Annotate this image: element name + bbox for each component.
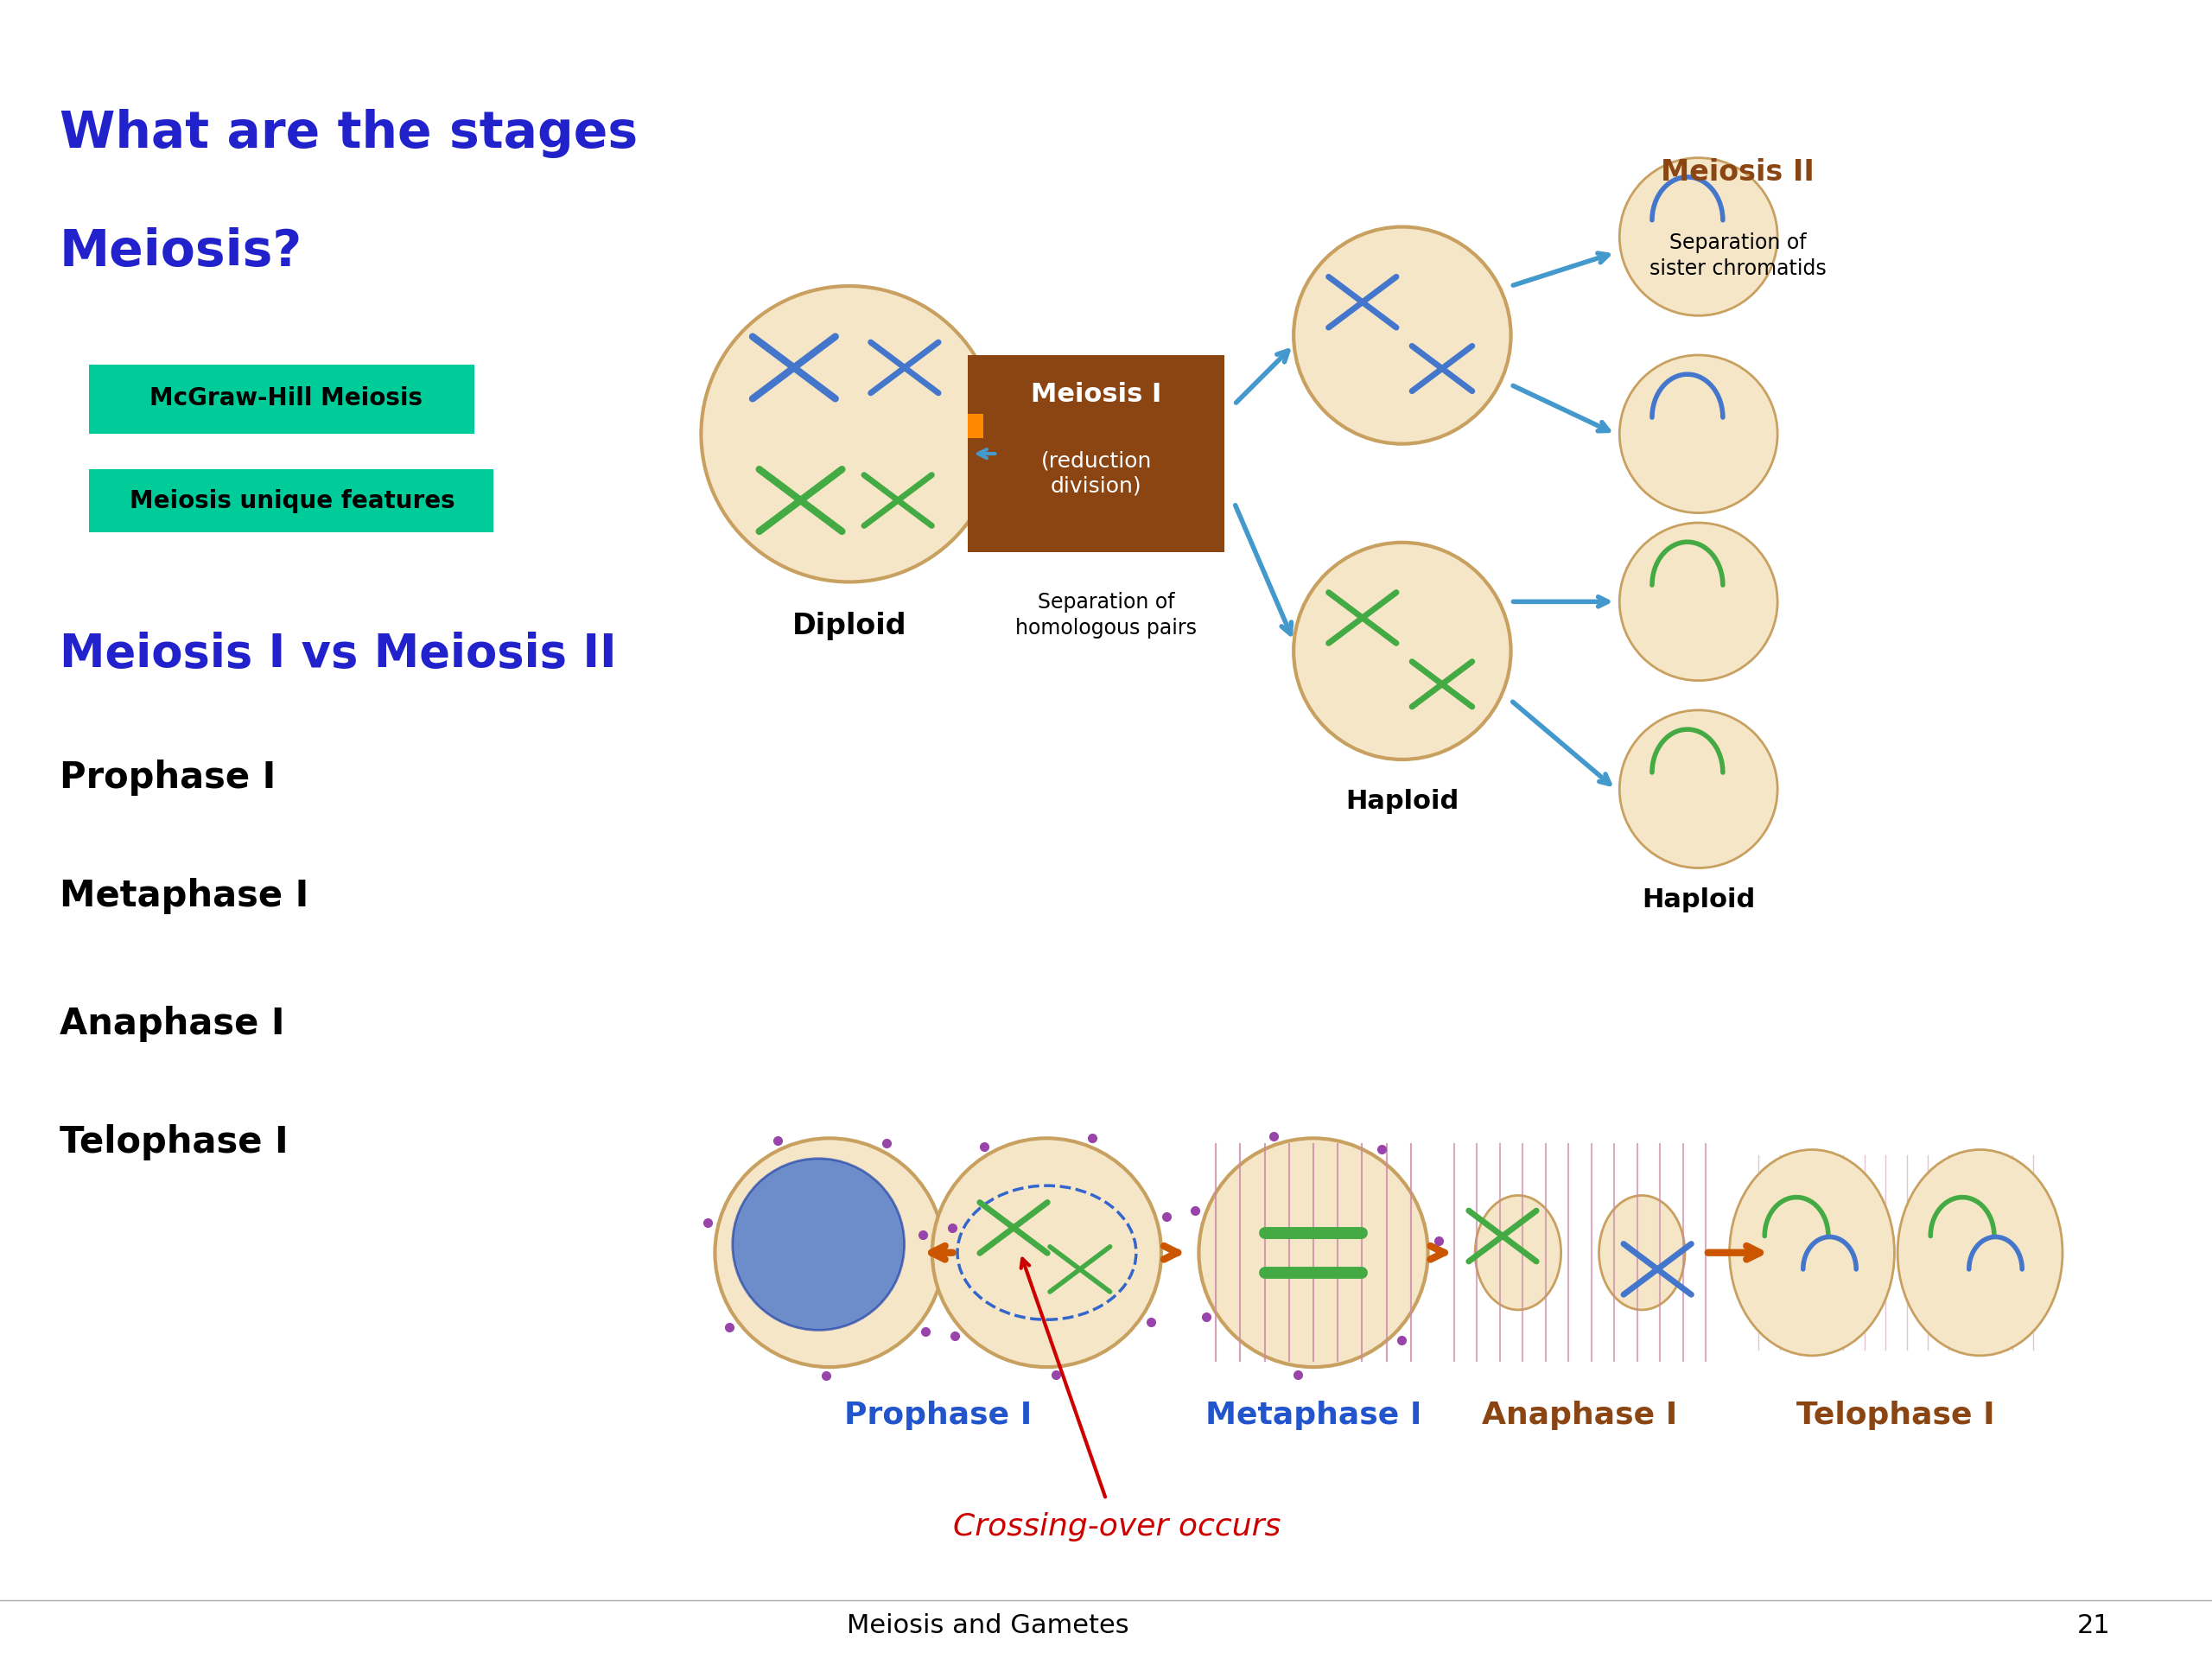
Text: Meiosis?: Meiosis? [60, 227, 303, 275]
Ellipse shape [1619, 710, 1778, 868]
Text: Diploid: Diploid [792, 612, 907, 640]
Text: Metaphase I: Metaphase I [1206, 1400, 1422, 1430]
Text: Crossing-over occurs: Crossing-over occurs [953, 1513, 1281, 1541]
FancyBboxPatch shape [969, 415, 984, 438]
Text: Metaphase I: Metaphase I [60, 878, 307, 914]
Text: 21: 21 [2077, 1614, 2110, 1639]
Text: Haploid: Haploid [1345, 790, 1460, 815]
FancyBboxPatch shape [88, 469, 493, 533]
Ellipse shape [1475, 1196, 1562, 1311]
Text: Prophase I: Prophase I [845, 1400, 1033, 1430]
Ellipse shape [1599, 1196, 1686, 1311]
Text: Separation of
sister chromatids: Separation of sister chromatids [1650, 232, 1827, 279]
Ellipse shape [931, 1138, 1161, 1367]
Text: Prophase I: Prophase I [60, 760, 276, 796]
Ellipse shape [1199, 1138, 1429, 1367]
Ellipse shape [1294, 542, 1511, 760]
Text: Meiosis II: Meiosis II [1661, 158, 1814, 186]
Ellipse shape [701, 285, 998, 582]
Ellipse shape [1898, 1150, 2062, 1355]
Text: Separation of
homologous pairs: Separation of homologous pairs [1015, 592, 1197, 639]
Ellipse shape [1619, 158, 1778, 315]
Text: (reduction
division): (reduction division) [1040, 450, 1152, 496]
Text: Telophase I: Telophase I [60, 1125, 288, 1161]
Ellipse shape [1619, 355, 1778, 513]
Text: Anaphase I: Anaphase I [60, 1005, 285, 1042]
FancyBboxPatch shape [969, 355, 1225, 552]
Ellipse shape [1294, 227, 1511, 445]
Text: Meiosis and Gametes: Meiosis and Gametes [847, 1614, 1128, 1639]
Ellipse shape [1730, 1150, 1893, 1355]
Text: Haploid: Haploid [1641, 888, 1754, 912]
Text: McGraw-Hill Meiosis: McGraw-Hill Meiosis [150, 387, 422, 410]
Ellipse shape [714, 1138, 945, 1367]
FancyBboxPatch shape [88, 365, 473, 435]
Text: Anaphase I: Anaphase I [1482, 1400, 1677, 1430]
Text: What are the stages: What are the stages [60, 108, 637, 158]
Text: Meiosis unique features: Meiosis unique features [131, 489, 456, 513]
Text: Meiosis I: Meiosis I [1031, 382, 1161, 406]
Text: Meiosis I vs Meiosis II: Meiosis I vs Meiosis II [60, 630, 617, 677]
Ellipse shape [1619, 523, 1778, 680]
Text: Telophase I: Telophase I [1796, 1400, 1995, 1430]
Ellipse shape [732, 1158, 905, 1331]
